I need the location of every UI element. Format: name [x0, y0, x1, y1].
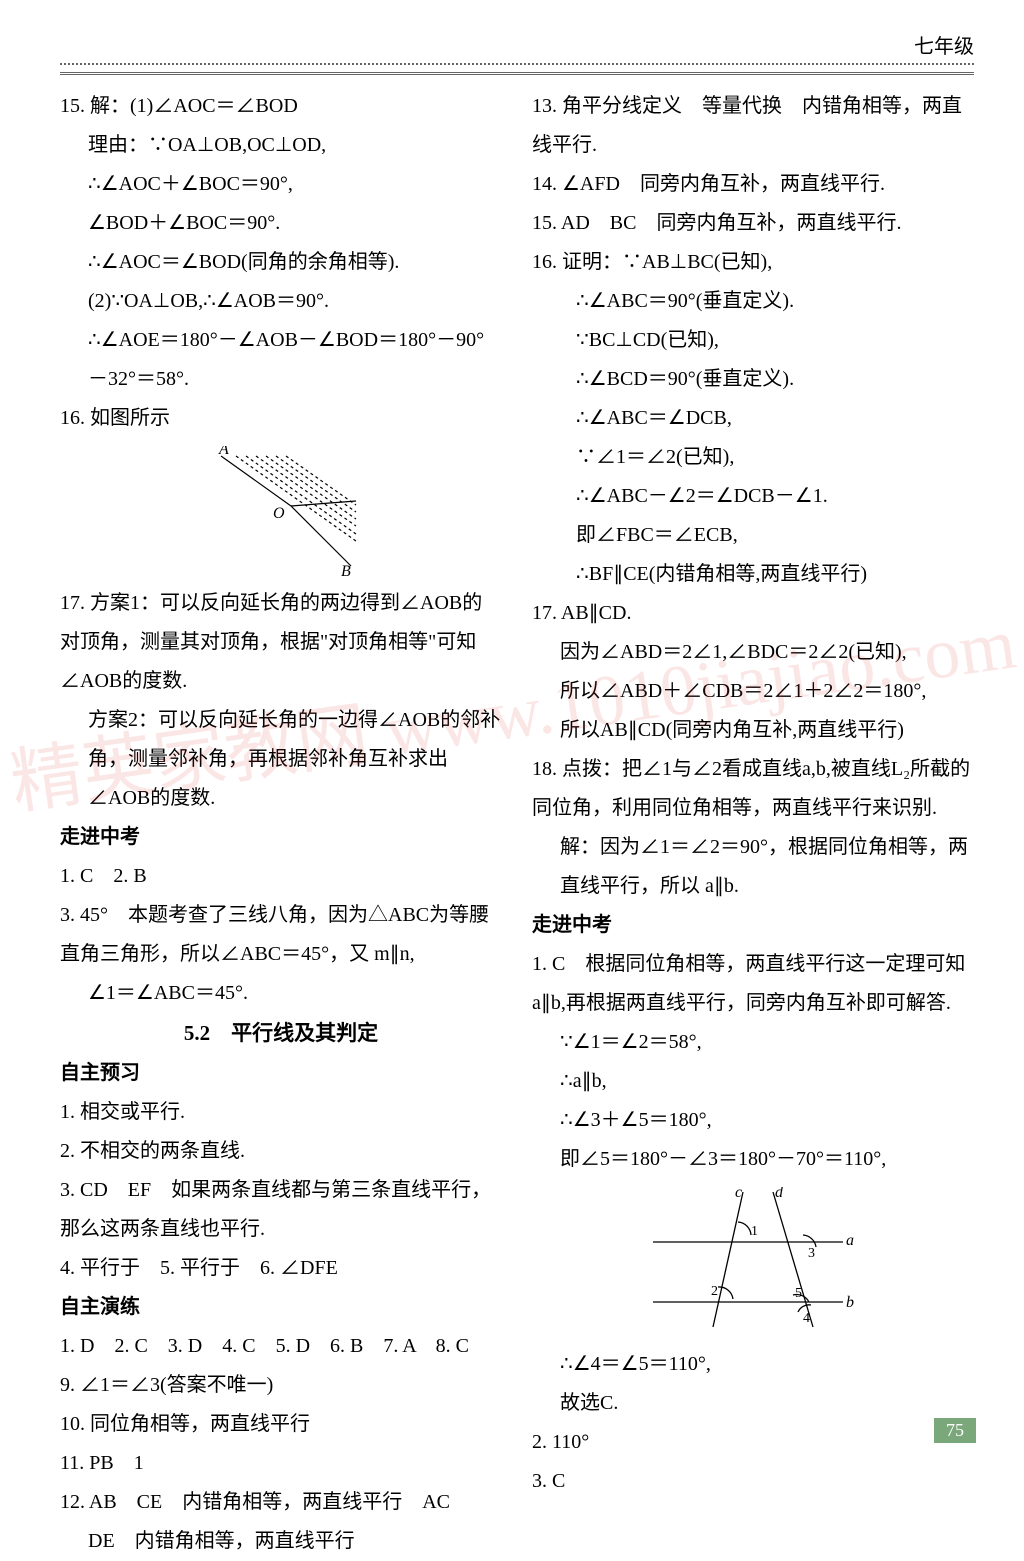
r-q18-l2: 解：因为∠1＝∠2＝90°，根据同位角相等，两直线平行，所以 a∥b. [532, 828, 974, 906]
exam-title: 走进中考 [60, 818, 502, 857]
r-exam-title: 走进中考 [532, 906, 974, 945]
d2-1: 1 [751, 1224, 758, 1239]
d2-4: 4 [803, 1311, 810, 1326]
q15-line6: (2)∵OA⊥OB,∴∠AOB＝90°. [60, 282, 502, 321]
exam-a1: 1. C 2. B [60, 857, 502, 896]
r-q18-l1: 18. 点拨：把∠1与∠2看成直线a,b,被直线L₂所截的同位角，利用同位角相等… [532, 750, 974, 828]
practice-1: 1. D 2. C 3. D 4. C 5. D 6. B 7. A 8. C [60, 1327, 502, 1366]
d2-c: c [735, 1187, 742, 1201]
r-q17-l2: 因为∠ABD＝2∠1,∠BDC＝2∠2(已知), [532, 633, 974, 672]
q15-line1: 15. 解：(1)∠AOC＝∠BOD [60, 87, 502, 126]
d2-5: 5 [795, 1286, 802, 1301]
d2-3: 3 [808, 1246, 815, 1261]
practice-2: 9. ∠1＝∠3(答案不唯一) [60, 1366, 502, 1405]
page-header: 七年级 [60, 30, 974, 65]
preview-4: 4. 平行于 5. 平行于 6. ∠DFE [60, 1249, 502, 1288]
r-exam-l2: ∵∠1＝∠2＝58°, [532, 1023, 974, 1062]
q15-line3: ∴∠AOC＋∠BOC＝90°, [60, 165, 502, 204]
page-number: 75 [934, 1418, 976, 1443]
practice-4: 11. PB 1 [60, 1444, 502, 1483]
r-exam-l5: 即∠5＝180°－∠3＝180°－70°＝110°, [532, 1140, 974, 1179]
r-q16-l5: ∴∠ABC＝∠DCB, [532, 399, 974, 438]
d2-d: d [775, 1187, 784, 1201]
practice-5b: DE 内错角相等，两直线平行 [60, 1522, 502, 1561]
d2-2: 2 [711, 1284, 718, 1299]
diagram-label-O: O [273, 505, 285, 522]
r-q16-l9: ∴BF∥CE(内错角相等,两直线平行) [532, 555, 974, 594]
preview-1: 1. 相交或平行. [60, 1093, 502, 1132]
practice-3: 10. 同位角相等，两直线平行 [60, 1405, 502, 1444]
exam-a3: 3. 45° 本题考查了三线八角，因为△ABC为等腰直角三角形，所以∠ABC＝4… [60, 896, 502, 974]
q17-p2: 方案2：可以反向延长角的一边得∠AOB的邻补角，测量邻补角，再根据邻补角互补求出… [60, 701, 502, 818]
right-column: 13. 角平分线定义 等量代换 内错角相等，两直线平行. 14. ∠AFD 同旁… [532, 87, 974, 1561]
r-exam-l6: ∴∠4＝∠5＝110°, [532, 1345, 974, 1384]
r-q16-l4: ∴∠BCD＝90°(垂直定义). [532, 360, 974, 399]
content-columns: 15. 解：(1)∠AOC＝∠BOD 理由：∵OA⊥OB,OC⊥OD, ∴∠AO… [60, 87, 974, 1561]
practice-title: 自主演练 [60, 1288, 502, 1327]
diagram-exam-svg: c d a b 1 3 2 4 5 [643, 1187, 863, 1337]
grade-label: 七年级 [914, 36, 974, 58]
section-5-2-title: 5.2 平行线及其判定 [60, 1013, 502, 1054]
diagram-label-B: B [341, 563, 351, 576]
r-exam-l8: 2. 110° [532, 1423, 974, 1462]
r-exam-l1: 1. C 根据同位角相等，两直线平行这一定理可知a∥b,再根据两直线平行，同旁内… [532, 945, 974, 1023]
q15-line2: 理由：∵OA⊥OB,OC⊥OD, [60, 126, 502, 165]
r-q16-l6: ∵∠1＝∠2(已知), [532, 438, 974, 477]
r-q16-l1: 16. 证明：∵AB⊥BC(已知), [532, 243, 974, 282]
r-q15: 15. AD BC 同旁内角互补，两直线平行. [532, 204, 974, 243]
left-column: 15. 解：(1)∠AOC＝∠BOD 理由：∵OA⊥OB,OC⊥OD, ∴∠AO… [60, 87, 502, 1561]
r-exam-l7: 故选C. [532, 1384, 974, 1423]
preview-title: 自主预习 [60, 1054, 502, 1093]
r-q17-l3: 所以∠ABD＋∠CDB＝2∠1＋2∠2＝180°, [532, 672, 974, 711]
r-exam-l3: ∴a∥b, [532, 1062, 974, 1101]
d2-b: b [846, 1294, 854, 1311]
diagram-q16-svg: A O B [201, 446, 361, 576]
r-q13: 13. 角平分线定义 等量代换 内错角相等，两直线平行. [532, 87, 974, 165]
practice-5: 12. AB CE 内错角相等，两直线平行 AC [60, 1483, 502, 1522]
q16-text: 16. 如图所示 [60, 399, 502, 438]
preview-2: 2. 不相交的两条直线. [60, 1132, 502, 1171]
d2-a: a [846, 1232, 854, 1249]
q15-line4: ∠BOD＋∠BOC＝90°. [60, 204, 502, 243]
diagram-exam: c d a b 1 3 2 4 5 [532, 1187, 974, 1337]
r-q16-l3: ∵BC⊥CD(已知), [532, 321, 974, 360]
q15-line5: ∴∠AOC＝∠BOD(同角的余角相等). [60, 243, 502, 282]
r-exam-l4: ∴∠3＋∠5＝180°, [532, 1101, 974, 1140]
diagram-label-A: A [218, 446, 229, 458]
q17-p1: 17. 方案1：可以反向延长角的两边得到∠AOB的对顶角，测量其对顶角，根据"对… [60, 584, 502, 701]
r-q16-l2: ∴∠ABC＝90°(垂直定义). [532, 282, 974, 321]
r-exam-l9: 3. C [532, 1462, 974, 1501]
q15-line7: ∴∠AOE＝180°－∠AOB－∠BOD＝180°－90° [60, 321, 502, 360]
preview-3: 3. CD EF 如果两条直线都与第三条直线平行，那么这两条直线也平行. [60, 1171, 502, 1249]
r-q17-l4: 所以AB∥CD(同旁内角互补,两直线平行) [532, 711, 974, 750]
r-q16-l8: 即∠FBC＝∠ECB, [532, 516, 974, 555]
r-q16-l7: ∴∠ABC－∠2＝∠DCB－∠1. [532, 477, 974, 516]
r-q17-l1: 17. AB∥CD. [532, 594, 974, 633]
r-q14: 14. ∠AFD 同旁内角互补，两直线平行. [532, 165, 974, 204]
q15-line8: －32°＝58°. [60, 360, 502, 399]
diagram-q16: A O B [60, 446, 502, 576]
exam-a3b: ∠1＝∠ABC＝45°. [60, 974, 502, 1013]
header-divider [60, 69, 974, 75]
